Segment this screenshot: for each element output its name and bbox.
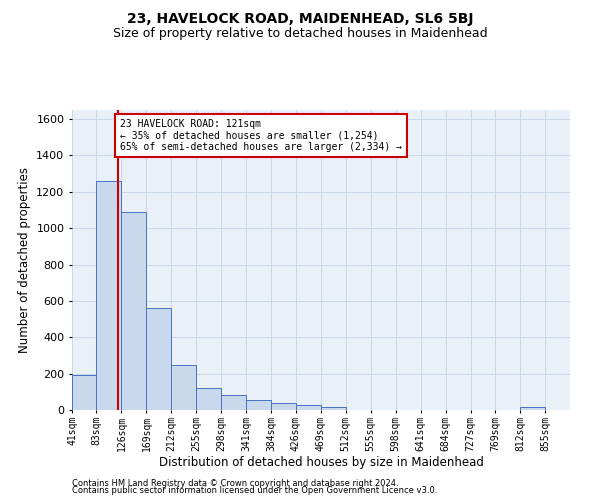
Bar: [271, 402, 296, 410]
Bar: [296, 406, 321, 410]
Text: 23, HAVELOCK ROAD, MAIDENHEAD, SL6 5BJ: 23, HAVELOCK ROAD, MAIDENHEAD, SL6 5BJ: [127, 12, 473, 26]
Bar: [520, 408, 545, 410]
Y-axis label: Number of detached properties: Number of detached properties: [17, 167, 31, 353]
Text: Contains public sector information licensed under the Open Government Licence v3: Contains public sector information licen…: [72, 486, 437, 495]
Text: Contains HM Land Registry data © Crown copyright and database right 2024.: Contains HM Land Registry data © Crown c…: [72, 478, 398, 488]
Bar: [121, 212, 146, 410]
Bar: [146, 308, 172, 410]
Text: Size of property relative to detached houses in Maidenhead: Size of property relative to detached ho…: [113, 28, 487, 40]
Bar: [321, 408, 346, 410]
Bar: [221, 396, 247, 410]
Bar: [97, 181, 121, 410]
Bar: [196, 388, 221, 410]
X-axis label: Distribution of detached houses by size in Maidenhead: Distribution of detached houses by size …: [158, 456, 484, 469]
Bar: [172, 364, 196, 410]
Bar: [247, 400, 271, 410]
Text: 23 HAVELOCK ROAD: 121sqm
← 35% of detached houses are smaller (1,254)
65% of sem: 23 HAVELOCK ROAD: 121sqm ← 35% of detach…: [120, 119, 402, 152]
Bar: [72, 376, 97, 410]
